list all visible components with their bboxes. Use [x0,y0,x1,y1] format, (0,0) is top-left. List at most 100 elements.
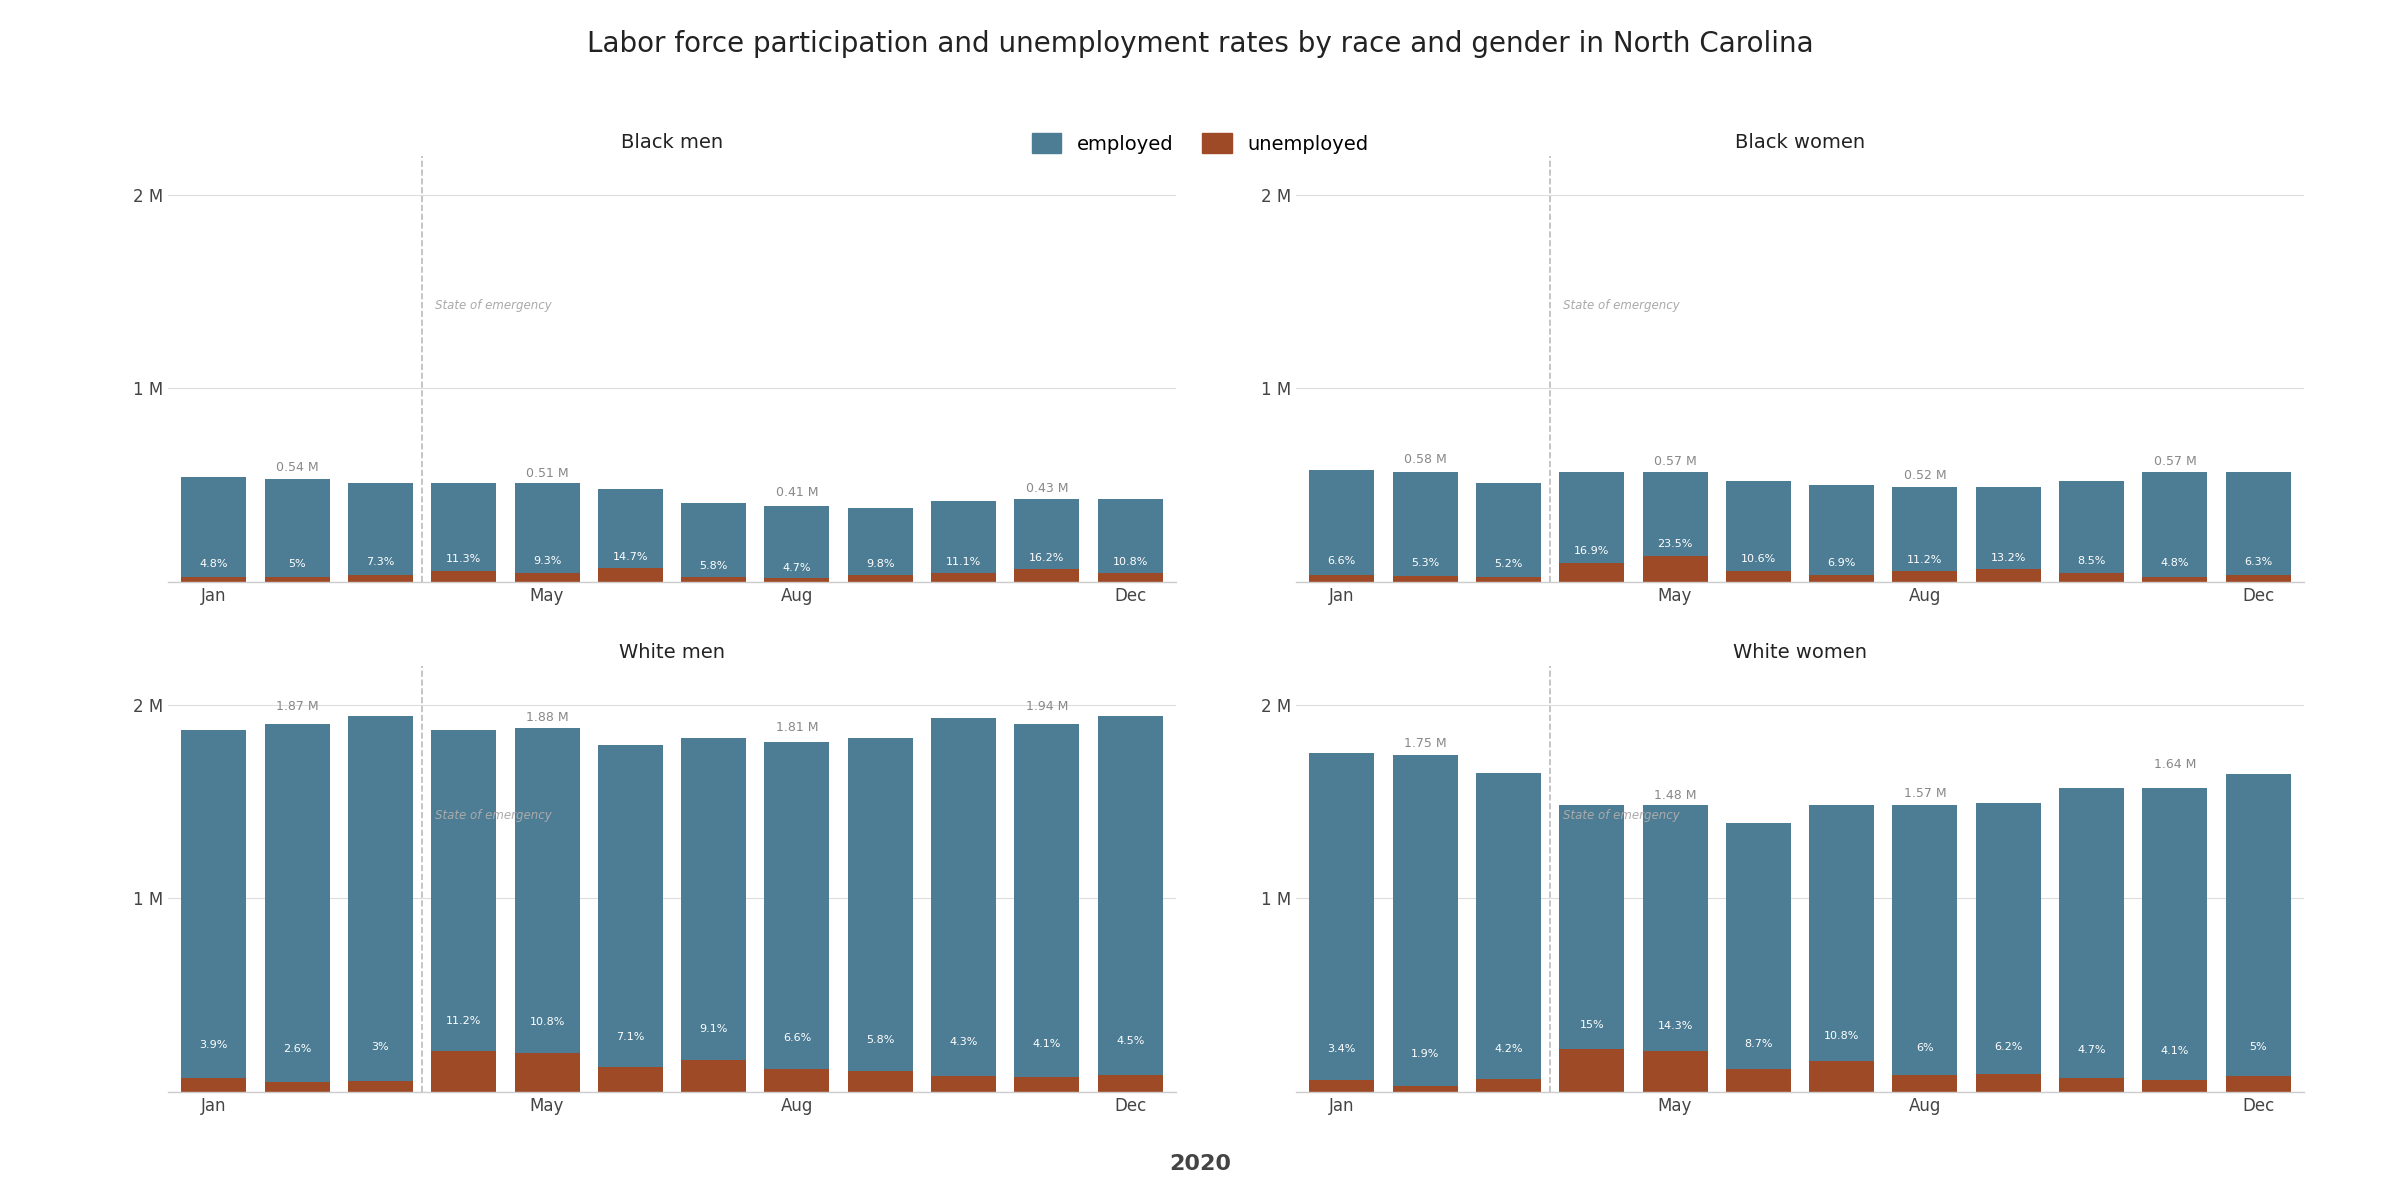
Text: 4.7%: 4.7% [2078,1044,2105,1055]
Bar [1726,823,1790,1068]
Bar [766,1069,830,1092]
Bar [1097,716,1162,1075]
Text: 1.9%: 1.9% [1411,1049,1440,1060]
Bar [1015,499,1080,569]
Text: 1.48 M: 1.48 M [1654,788,1697,802]
Text: 1.75 M: 1.75 M [1404,737,1447,750]
Text: 2020: 2020 [1169,1154,1231,1174]
Text: 0.54 M: 0.54 M [276,461,319,474]
Text: 1.57 M: 1.57 M [1903,787,1946,800]
Text: 0.57 M: 0.57 M [2153,455,2196,468]
Text: 10.8%: 10.8% [530,1016,564,1027]
Text: 6.3%: 6.3% [2244,557,2273,566]
Bar [348,1081,413,1092]
Bar [1097,574,1162,582]
Text: 16.9%: 16.9% [1574,546,1610,556]
Bar [432,730,497,1051]
Text: 11.1%: 11.1% [946,557,982,568]
Bar [1476,773,1541,1079]
Text: 0.57 M: 0.57 M [1654,455,1697,468]
Text: State of emergency: State of emergency [1562,809,1680,822]
Bar [766,506,830,578]
Text: State of emergency: State of emergency [434,299,552,312]
Text: 3%: 3% [372,1042,389,1051]
Bar [682,1060,746,1092]
Bar [2059,788,2124,1078]
Text: 9.8%: 9.8% [866,559,895,570]
Bar [1810,575,1874,582]
Text: 23.5%: 23.5% [1658,539,1692,550]
Bar [1392,576,1457,582]
Bar [598,569,662,582]
Bar [1726,571,1790,582]
Bar [2059,481,2124,574]
Text: State of emergency: State of emergency [1562,299,1680,312]
Bar [2143,577,2208,582]
Text: 10.6%: 10.6% [1740,554,1776,564]
Text: 4.1%: 4.1% [2160,1046,2189,1056]
Bar [847,738,912,1072]
Bar [2143,1080,2208,1092]
Bar [1560,563,1625,582]
Bar [682,577,746,582]
Text: 5%: 5% [2249,1042,2268,1052]
Text: 10.8%: 10.8% [1824,1031,1860,1040]
Bar [348,575,413,582]
Bar [1476,1079,1541,1092]
Bar [1015,724,1080,1076]
Bar [931,1076,996,1092]
Bar [2225,472,2290,575]
Text: 16.2%: 16.2% [1030,553,1066,563]
Text: 4.3%: 4.3% [950,1037,977,1048]
Legend: employed, unemployed: employed, unemployed [1022,124,1378,163]
Bar [264,577,329,582]
Bar [1476,577,1541,582]
Bar [2143,788,2208,1080]
Text: 4.7%: 4.7% [782,563,811,572]
Text: 5%: 5% [288,559,305,569]
Bar [1894,571,1958,582]
Bar [1015,1076,1080,1092]
Text: 1.81 M: 1.81 M [775,721,818,734]
Bar [1392,755,1457,1086]
Bar [348,484,413,575]
Text: 8.7%: 8.7% [1745,1039,1774,1049]
Bar [348,716,413,1081]
Bar [1097,1075,1162,1092]
Bar [2225,1076,2290,1092]
Bar [1975,1074,2040,1092]
Text: 1.87 M: 1.87 M [276,700,319,713]
Bar [514,484,578,572]
Bar [766,578,830,582]
Text: 0.52 M: 0.52 M [1903,469,1946,481]
Text: 0.58 M: 0.58 M [1404,454,1447,467]
Bar [1810,1061,1874,1092]
Text: 0.43 M: 0.43 M [1025,482,1068,496]
Text: 6.2%: 6.2% [1994,1043,2023,1052]
Text: 11.3%: 11.3% [446,554,482,564]
Bar [264,724,329,1082]
Bar [1310,1080,1375,1092]
Bar [1310,754,1375,1080]
Bar [182,478,247,577]
Bar [1726,1068,1790,1092]
Bar [1975,487,2040,570]
Text: 13.2%: 13.2% [1990,553,2026,563]
Bar [1642,1051,1706,1092]
Bar [1392,472,1457,576]
Text: 7.1%: 7.1% [617,1032,646,1042]
Bar [1015,569,1080,582]
Text: 9.1%: 9.1% [698,1024,727,1034]
Bar [2143,472,2208,577]
Text: 11.2%: 11.2% [1908,554,1942,565]
Bar [1894,487,1958,571]
Text: 14.3%: 14.3% [1658,1021,1692,1031]
Text: 4.8%: 4.8% [199,559,228,569]
Text: 8.5%: 8.5% [2078,556,2105,566]
Bar [2225,575,2290,582]
Text: 10.8%: 10.8% [1114,557,1147,568]
Bar [931,719,996,1076]
Bar [432,484,497,571]
Text: 2.6%: 2.6% [283,1044,312,1054]
Text: 7.3%: 7.3% [367,558,394,568]
